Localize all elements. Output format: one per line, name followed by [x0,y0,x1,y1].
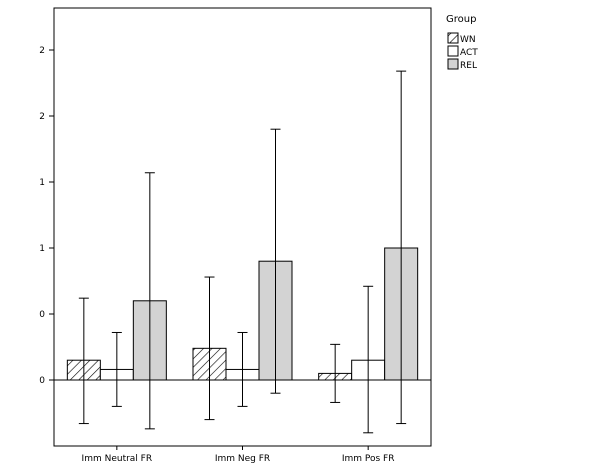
y-tick-label: 0 [39,310,45,320]
legend: Group WN ACT REL [446,14,478,71]
category-label: Imm Neg FR [215,454,270,464]
legend-swatch-rel [447,58,459,70]
category-label: Imm Pos FR [342,454,395,464]
x-axis: Imm Neutral FR Imm Neg FR Imm Pos FR [82,446,395,464]
category-label: Imm Neutral FR [82,454,153,464]
y-tick-label: 1 [39,178,45,188]
legend-label-act: ACT [460,48,478,58]
y-tick-label: 0 [39,376,45,386]
y-axis: 0011223 [39,46,54,386]
legend-label-wn: WN [460,35,476,45]
legend-title: Group [446,14,476,25]
legend-swatch-wn [447,32,459,44]
error-bars-layer [78,70,407,434]
y-tick-label: 2 [39,46,45,56]
y-tick-label: 2 [39,112,45,122]
legend-swatch-act [447,45,459,57]
legend-label-rel: REL [460,61,477,71]
y-tick-label: 1 [39,244,45,254]
